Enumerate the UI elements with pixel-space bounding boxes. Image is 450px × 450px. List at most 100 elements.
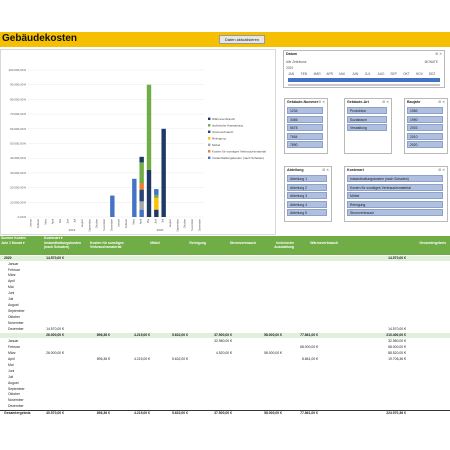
slicer-gebaeude-art[interactable]: Gebäude-Art ⊞ ✕ Produktion Sozialraum Verwa… <box>344 98 392 154</box>
timeline-month[interactable]: MÄR <box>313 72 321 76</box>
timeline-month[interactable]: APR <box>326 72 333 76</box>
x-tick-label: November <box>190 219 194 231</box>
timeline-month[interactable]: OKT <box>403 72 410 76</box>
timeline-month[interactable]: JUL <box>364 72 371 76</box>
slicer-item[interactable]: 5678 <box>287 124 323 132</box>
pivot-row[interactable]: Mai <box>0 363 450 368</box>
bar-segment <box>110 195 115 217</box>
legend-swatch <box>208 117 211 120</box>
page-title: Gebäudekosten <box>2 33 78 44</box>
pivot-grand-total-row[interactable]: Gesamtergebnis 40.570,00 € 896,36 € 4.215,0… <box>0 410 450 415</box>
slicer-item[interactable]: 1990 <box>407 115 443 123</box>
pivot-row[interactable]: Mai <box>0 285 450 290</box>
pivot-row[interactable]: Januar 32.980,00 € 32.980,00 € <box>0 339 450 344</box>
slicer-item[interactable]: 7654 <box>287 132 323 140</box>
x-tick-label: Oktober <box>183 219 187 228</box>
timeline-unit[interactable]: MONATE <box>424 60 438 64</box>
timeline-month[interactable]: JAN <box>288 72 295 76</box>
timeline-title: Datum <box>286 52 298 56</box>
x-tick-label: Juni <box>153 219 157 224</box>
timeline-month[interactable]: FEB <box>300 72 307 76</box>
pivot-row[interactable]: Oktober <box>0 315 450 320</box>
slicer-item[interactable]: 1234 <box>287 107 323 114</box>
pivot-row[interactable]: Juni <box>0 369 450 374</box>
pivot-cell: 896,36 € <box>96 332 110 337</box>
slicer-gebaeude-nummer[interactable]: Gebäude-Nummer ⊞ ✕ 1234 3456 5678 7654 7890 <box>284 98 328 154</box>
pivot-row[interactable]: März 26.000,00 € 4.520,00 € 58.000,00 € 88.5… <box>0 351 450 356</box>
timeline-month[interactable]: AUG <box>377 72 385 76</box>
pivot-cell: 32.980,00 € <box>388 338 406 343</box>
slicer-item[interactable]: Stromverbrauch <box>347 209 443 217</box>
pivot-cell: 14.570,00 € <box>46 327 64 331</box>
pivot-row-label: November <box>8 321 24 326</box>
pivot-row[interactable]: Februar 68.000,00 € 68.000,00 € <box>0 345 450 350</box>
timeline-month[interactable]: JUN <box>352 72 359 76</box>
pivot-row[interactable]: März <box>0 273 450 278</box>
pivot-row[interactable]: November <box>0 321 450 326</box>
timeline-slicer-datum[interactable]: Datum ⊞ ✕ Alle Zeiträume MONATE 2020 JAN… <box>283 50 445 88</box>
pivot-row[interactable]: August <box>0 303 450 308</box>
refresh-data-button[interactable]: Daten aktualisieren <box>219 35 265 44</box>
timeline-month[interactable]: SEP <box>390 72 397 76</box>
slicer-baujahr[interactable]: Baujahr ⊞ ✕ 1982 1990 2003 2010 2020 <box>404 98 448 154</box>
slicer-item[interactable]: 1982 <box>407 107 443 114</box>
pivot-row[interactable]: Dezember <box>0 404 450 409</box>
slicer-item[interactable]: Möbel <box>347 192 443 200</box>
y-tick-label: 100.000,00 € <box>8 68 26 72</box>
pivot-row[interactable]: Oktober <box>0 392 450 397</box>
slicer-clear-filter-icon[interactable]: ⊞ ✕ <box>318 100 325 104</box>
pivot-row-label: Juni <box>8 291 15 296</box>
pivot-subtotal-row[interactable]: 2020 14.570,00 € 14.570,00 € <box>0 255 450 261</box>
slicer-clear-filter-icon[interactable]: ⊞ ✕ <box>322 168 329 172</box>
slicer-item[interactable]: 2020 <box>407 141 443 149</box>
pivot-chart[interactable]: 0,00 € 10.000,00 € 20.000,00 € 30.000,00 € 4… <box>0 49 276 235</box>
timeline-bar[interactable] <box>288 78 440 82</box>
slicer-clear-filter-icon[interactable]: ⊞ ✕ <box>438 100 445 104</box>
slicer-clear-filter-icon[interactable]: ⊞ ✕ <box>382 100 389 104</box>
pivot-row[interactable]: Juli <box>0 375 450 380</box>
timeline-month[interactable]: DEZ <box>428 72 436 76</box>
slicer-item[interactable]: Abteilung 2 <box>287 183 327 191</box>
pivot-row-label: Januar <box>8 338 19 343</box>
slicer-item[interactable]: 7890 <box>287 141 323 149</box>
pivot-row[interactable]: September <box>0 309 450 314</box>
pivot-row[interactable]: April 896,36 € 4.215,00 € 5.632,00 € 8.861,0… <box>0 357 450 362</box>
timeline-scrollbar[interactable] <box>288 84 440 86</box>
slicer-item[interactable]: Abteilung 5 <box>287 209 327 217</box>
slicer-item[interactable]: Produktion <box>347 107 387 114</box>
pivot-row[interactable]: Juni <box>0 291 450 296</box>
slicer-clear-filter-icon[interactable]: ⊞ ✕ <box>438 168 445 172</box>
bar-segment <box>161 128 166 217</box>
pivot-row[interactable]: August <box>0 381 450 386</box>
slicer-item[interactable]: Abteilung 1 <box>287 175 327 182</box>
slicer-item[interactable]: Abteilung 3 <box>287 192 327 200</box>
slicer-item[interactable]: 2003 <box>407 124 443 132</box>
slicer-kostenart[interactable]: Kostenart ⊞ ✕ Instandhaltungskosten (nach… <box>344 166 448 222</box>
slicer-title: Gebäude-Nummer <box>287 100 319 104</box>
legend-swatch <box>208 124 211 127</box>
timeline-month[interactable]: NOV <box>416 72 423 76</box>
pivot-row[interactable]: November <box>0 398 450 403</box>
pivot-row[interactable]: Januar <box>0 262 450 267</box>
slicer-item[interactable]: Instandhaltungskosten (nach Schaden) <box>347 175 443 182</box>
pivot-row[interactable]: April <box>0 279 450 284</box>
pivot-row[interactable]: Februar <box>0 268 450 273</box>
slicer-item[interactable]: 3456 <box>287 115 323 123</box>
slicer-abteilung[interactable]: Abteilung ⊞ ✕ Abteilung 1 Abteilung 2 Abtei… <box>284 166 332 222</box>
pivot-row[interactable]: Juli <box>0 297 450 302</box>
pivot-row[interactable]: Dezember 14.570,00 € 14.570,00 € <box>0 327 450 332</box>
slicer-item[interactable]: Sozialraum <box>347 115 387 123</box>
pivot-row[interactable]: September <box>0 387 450 392</box>
pivot-header-row[interactable]: Summe Kosten Kostenart ▾ <box>0 236 450 242</box>
slicer-item[interactable]: Verwaltung <box>347 124 387 132</box>
pivot-column-headers[interactable]: Jahr 1 Monat ▾ Instandhaltungskosten (nac… <box>0 241 450 256</box>
pivot-cell: 77.861,00 € <box>300 332 318 337</box>
timeline-filter-icons[interactable]: ⊞ ✕ <box>435 52 442 56</box>
slicer-item[interactable]: 2010 <box>407 132 443 140</box>
pivot-subtotal-row[interactable]: 26.000,00 € 896,36 € 4.215,00 € 5.632,00 € 3… <box>0 332 450 339</box>
timeline-month[interactable]: MAI <box>339 72 345 76</box>
slicer-item[interactable]: Reinigung <box>347 200 443 208</box>
legend-swatch <box>208 137 211 140</box>
slicer-item[interactable]: Kosten für sonstiges Verbrauchsmaterial <box>347 183 443 191</box>
slicer-item[interactable]: Abteilung 4 <box>287 200 327 208</box>
